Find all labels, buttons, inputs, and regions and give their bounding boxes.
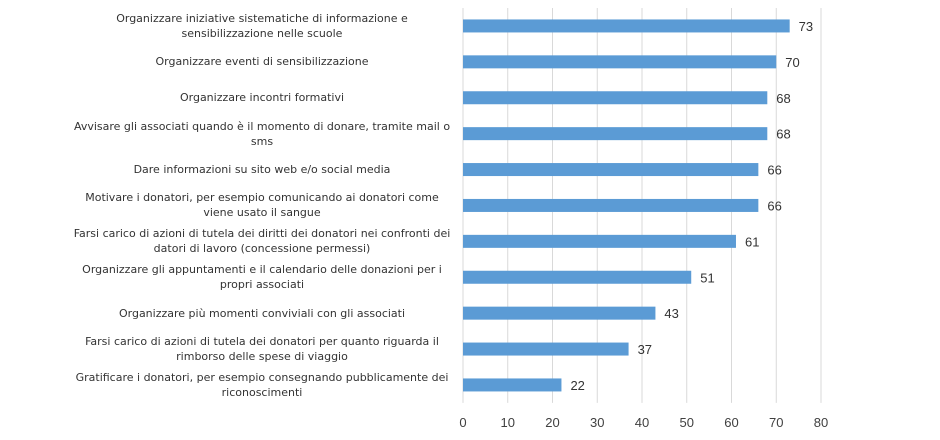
- category-label-line: rimborso delle spese di viaggio: [176, 350, 348, 364]
- category-label: Organizzare gli appuntamenti e il calend…: [72, 262, 452, 292]
- category-label: Farsi carico di azioni di tutela dei dir…: [72, 226, 452, 256]
- x-tick-label: 40: [635, 415, 649, 430]
- category-label: Motivare i donatori, per esempio comunic…: [72, 190, 452, 220]
- category-label: Avvisare gli associati quando è il momen…: [72, 119, 452, 149]
- x-tick-label: 30: [590, 415, 604, 430]
- data-label: 43: [664, 306, 678, 321]
- category-label-line: datori di lavoro (concessione permessi): [153, 242, 371, 256]
- data-label: 51: [700, 270, 714, 285]
- category-label-line: propri associati: [219, 278, 305, 292]
- category-label-line: Organizzare più momenti conviviali con g…: [118, 306, 406, 320]
- bar: [463, 163, 759, 177]
- bar: [463, 19, 790, 33]
- bar: [463, 342, 629, 356]
- data-label: 22: [570, 378, 584, 393]
- category-label-line: viene usato il sangue: [203, 206, 321, 220]
- category-label-line: Motivare i donatori, per esempio comunic…: [85, 191, 439, 205]
- category-label-line: riconoscimenti: [221, 385, 303, 399]
- category-label: Organizzare incontri formativi: [72, 90, 452, 105]
- category-label-line: Organizzare incontri formativi: [179, 91, 345, 105]
- x-tick-label: 50: [680, 415, 694, 430]
- data-label: 70: [785, 55, 799, 70]
- category-label-line: Farsi carico di azioni di tutela dei dir…: [73, 227, 451, 241]
- x-axis-ticks: 0 10 20 30 40 50 60 70 80: [459, 415, 828, 430]
- category-label-line: sms: [250, 134, 274, 148]
- data-labels: 73 70 68 68 66 66 61 51 43 37 22: [570, 19, 813, 393]
- category-label-line: Organizzare iniziative sistematiche di i…: [116, 11, 408, 25]
- category-label-line: Organizzare gli appuntamenti e il calend…: [82, 263, 442, 277]
- data-label: 68: [776, 91, 790, 106]
- data-label: 73: [799, 19, 813, 34]
- bar: [463, 55, 777, 69]
- category-label: Gratificare i donatori, per esempio cons…: [72, 370, 452, 400]
- x-tick-label: 60: [724, 415, 738, 430]
- category-label: Farsi carico di azioni di tutela dei don…: [72, 334, 452, 364]
- category-label-line: sensibilizzazione nelle scuole: [181, 26, 343, 40]
- category-label: Organizzare più momenti conviviali con g…: [72, 306, 452, 321]
- bar: [463, 234, 736, 248]
- x-tick-label: 70: [769, 415, 783, 430]
- category-label-line: Dare informazioni su sito web e/o social…: [133, 163, 391, 177]
- category-label: Organizzare iniziative sistematiche di i…: [72, 11, 452, 41]
- bar: [463, 198, 759, 212]
- data-label: 66: [767, 198, 781, 213]
- category-label-line: Avvisare gli associati quando è il momen…: [73, 119, 451, 133]
- category-label: Organizzare eventi di sensibilizzazione: [72, 54, 452, 69]
- bar: [463, 378, 562, 392]
- x-tick-label: 20: [545, 415, 559, 430]
- category-label-line: Organizzare eventi di sensibilizzazione: [155, 55, 369, 69]
- x-tick-label: 0: [459, 415, 466, 430]
- data-label: 61: [745, 234, 759, 249]
- data-label: 68: [776, 127, 790, 142]
- data-label: 37: [638, 342, 652, 357]
- x-tick-label: 80: [814, 415, 828, 430]
- category-label: Dare informazioni su sito web e/o social…: [72, 162, 452, 177]
- category-label-line: Farsi carico di azioni di tutela dei don…: [85, 335, 439, 349]
- bar: [463, 91, 768, 105]
- bars: [463, 19, 790, 392]
- bar: [463, 306, 656, 320]
- category-label-line: Gratificare i donatori, per esempio cons…: [75, 370, 449, 384]
- bar: [463, 127, 768, 141]
- data-label: 66: [767, 163, 781, 178]
- x-tick-label: 10: [501, 415, 515, 430]
- bar: [463, 270, 692, 284]
